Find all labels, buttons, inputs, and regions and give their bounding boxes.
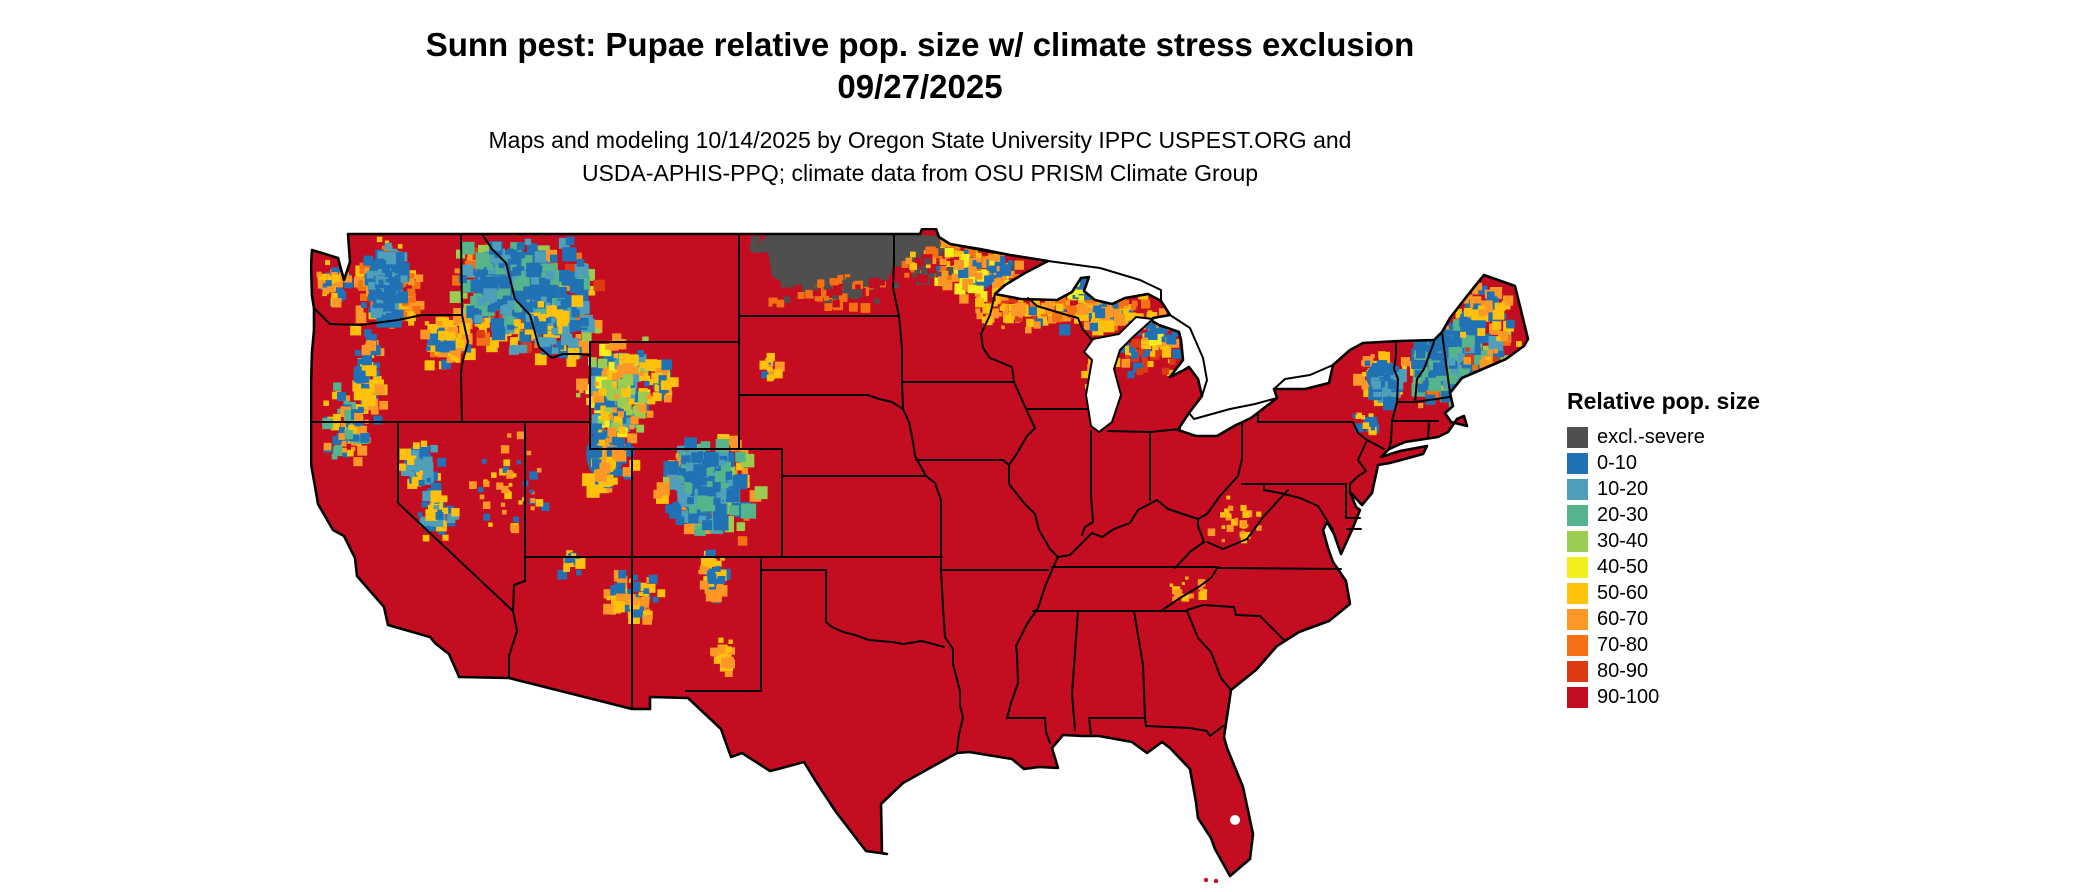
legend-label: 80-90 xyxy=(1597,660,1649,682)
legend-item: 10-20 xyxy=(1567,479,1760,500)
lake-michigan xyxy=(1082,315,1156,434)
legend-label: excl.-severe xyxy=(1597,426,1705,448)
legend-label: 70-80 xyxy=(1597,634,1649,656)
legend-swatch xyxy=(1567,427,1588,448)
map-header: Sunn pest: Pupae relative pop. size w/ c… xyxy=(0,24,1840,190)
map-title-line1: Sunn pest: Pupae relative pop. size w/ c… xyxy=(425,26,1415,63)
lake-okeechobee xyxy=(1230,815,1240,825)
legend-label: 20-30 xyxy=(1597,504,1649,526)
legend-label: 40-50 xyxy=(1597,556,1649,578)
legend-swatch xyxy=(1567,453,1588,474)
legend-swatch xyxy=(1567,661,1588,682)
us-outline xyxy=(309,227,1530,878)
legend-label: 30-40 xyxy=(1597,530,1649,552)
map-title-line2: 09/27/2025 xyxy=(837,68,1003,105)
legend-item: 50-60 xyxy=(1567,583,1760,604)
legend-swatch xyxy=(1567,531,1588,552)
legend-item: 80-90 xyxy=(1567,661,1760,682)
legend-label: 10-20 xyxy=(1597,478,1649,500)
legend-label: 90-100 xyxy=(1597,686,1660,708)
florida-keys-dot xyxy=(1213,878,1219,884)
florida-keys-dot xyxy=(1203,877,1209,883)
map-subtitle-line2: USDA-APHIS-PPQ; climate data from OSU PR… xyxy=(581,160,1259,186)
map-subtitle-line1: Maps and modeling 10/14/2025 by Oregon S… xyxy=(488,127,1352,153)
state-borders-east xyxy=(901,293,1451,744)
legend-item: excl.-severe xyxy=(1567,427,1760,448)
legend-swatch xyxy=(1567,635,1588,656)
map-subtitle: Maps and modeling 10/14/2025 by Oregon S… xyxy=(0,124,1840,190)
legend-item: 90-100 xyxy=(1567,687,1760,708)
legend-items: excl.-severe 0-10 10-20 20-30 30-40 40-50 50-6… xyxy=(1567,427,1760,708)
legend-item: 0-10 xyxy=(1567,453,1760,474)
legend-label: 0-10 xyxy=(1597,452,1638,474)
legend: Relative pop. size excl.-severe 0-10 10-20… xyxy=(1567,388,1760,713)
legend-swatch xyxy=(1567,583,1588,604)
legend-swatch xyxy=(1567,479,1588,500)
legend-label: 50-60 xyxy=(1597,582,1649,604)
legend-swatch xyxy=(1567,557,1588,578)
legend-swatch xyxy=(1567,505,1588,526)
legend-swatch xyxy=(1567,687,1588,708)
legend-item: 20-30 xyxy=(1567,505,1760,526)
us-choropleth-map xyxy=(309,227,1530,884)
legend-item: 60-70 xyxy=(1567,609,1760,630)
legend-item: 70-80 xyxy=(1567,635,1760,656)
legend-item: 40-50 xyxy=(1567,557,1760,578)
legend-swatch xyxy=(1567,609,1588,630)
us-map-container xyxy=(309,227,1530,884)
legend-title: Relative pop. size xyxy=(1567,388,1761,414)
legend-item: 30-40 xyxy=(1567,531,1760,552)
legend-label: 60-70 xyxy=(1597,608,1649,630)
state-borders-west xyxy=(310,233,1010,752)
